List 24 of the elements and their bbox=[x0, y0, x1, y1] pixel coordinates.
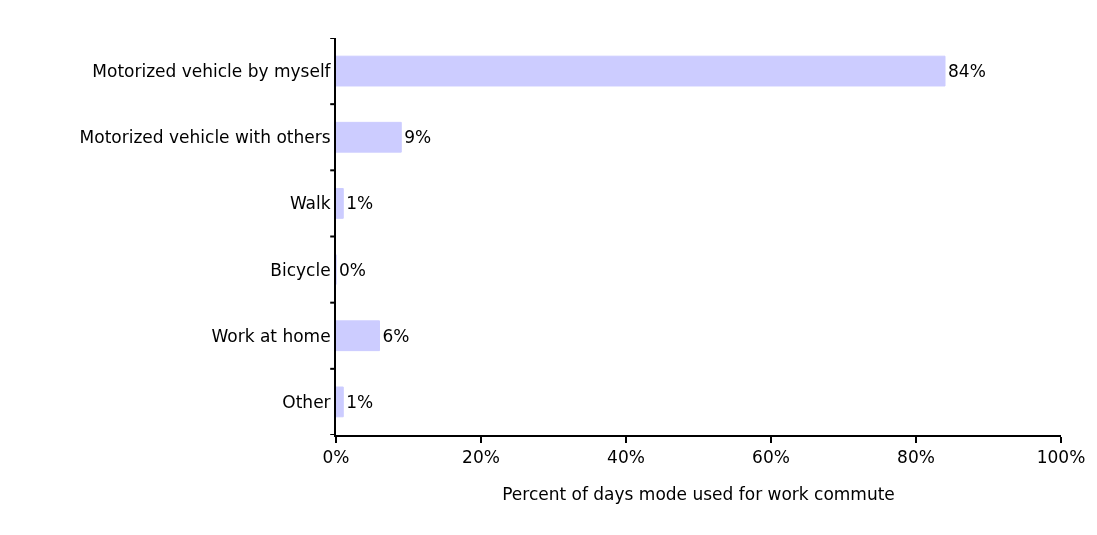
x-tick-label: 60% bbox=[752, 447, 790, 468]
x-tick-label: 100% bbox=[1036, 447, 1086, 468]
bar bbox=[336, 386, 344, 418]
data-label: 84% bbox=[948, 61, 986, 82]
bar bbox=[336, 121, 402, 153]
x-tick-label: 80% bbox=[897, 447, 935, 468]
x-tick-label: 20% bbox=[462, 447, 500, 468]
y-tick-label: Bicycle bbox=[270, 259, 331, 280]
data-label: 1% bbox=[346, 193, 374, 214]
bar bbox=[336, 320, 380, 352]
x-tick-label: 40% bbox=[607, 447, 645, 468]
y-tick-label: Motorized vehicle with others bbox=[79, 127, 331, 148]
bar bbox=[336, 188, 344, 219]
y-tick-label: Other bbox=[282, 391, 331, 412]
data-label: 6% bbox=[382, 325, 410, 346]
y-tick-label: Work at home bbox=[211, 325, 331, 346]
y-tick-label: Walk bbox=[289, 193, 331, 214]
x-tick-label: 0% bbox=[322, 447, 350, 468]
data-label: 9% bbox=[404, 127, 432, 148]
data-label: 1% bbox=[346, 391, 374, 412]
y-tick-label: Motorized vehicle by myself bbox=[92, 61, 332, 82]
bar bbox=[336, 55, 946, 87]
data-label: 0% bbox=[339, 259, 366, 280]
x-axis-title: Percent of days mode used for work commute bbox=[502, 484, 895, 505]
